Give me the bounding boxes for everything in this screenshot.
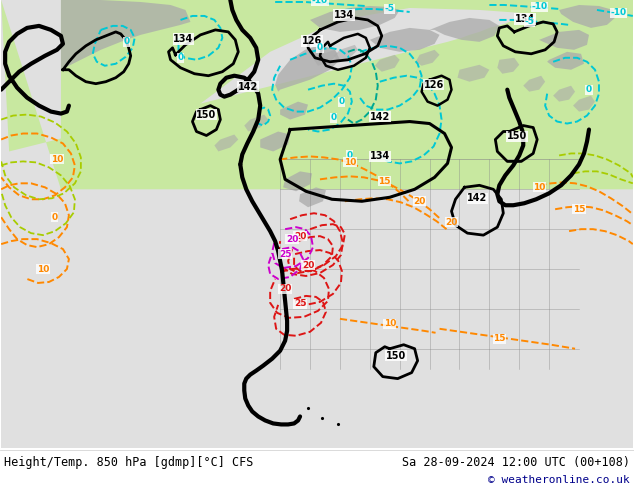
Text: -10: -10 — [611, 8, 627, 18]
Text: 10: 10 — [51, 155, 63, 164]
Text: -10: -10 — [531, 2, 547, 11]
Polygon shape — [283, 172, 312, 191]
Polygon shape — [547, 52, 584, 70]
Polygon shape — [314, 50, 338, 66]
Polygon shape — [310, 6, 399, 32]
Text: 126: 126 — [302, 36, 322, 46]
Polygon shape — [430, 18, 500, 42]
Text: 10: 10 — [37, 265, 49, 273]
Text: 150: 150 — [197, 110, 217, 120]
Polygon shape — [497, 58, 519, 74]
Text: Height/Temp. 850 hPa [gdmp][°C] CFS: Height/Temp. 850 hPa [gdmp][°C] CFS — [4, 456, 254, 469]
Text: 20: 20 — [445, 218, 458, 227]
Text: 134: 134 — [515, 14, 535, 24]
Text: 15: 15 — [573, 205, 585, 214]
Text: 20: 20 — [279, 284, 291, 294]
Text: 20: 20 — [294, 232, 306, 241]
Text: 10: 10 — [384, 319, 396, 328]
Polygon shape — [61, 0, 190, 70]
Text: 15: 15 — [378, 177, 391, 186]
Text: 134: 134 — [173, 34, 193, 44]
Text: Sa 28-09-2024 12:00 UTC (00+108): Sa 28-09-2024 12:00 UTC (00+108) — [402, 456, 630, 469]
Text: 25: 25 — [279, 249, 292, 259]
Text: 134: 134 — [333, 10, 354, 20]
Polygon shape — [416, 50, 439, 66]
Text: 142: 142 — [370, 112, 390, 122]
Polygon shape — [370, 28, 439, 52]
Text: 0: 0 — [347, 151, 353, 160]
Text: 20: 20 — [302, 261, 314, 270]
Polygon shape — [1, 0, 71, 448]
Polygon shape — [260, 131, 290, 151]
Text: 142: 142 — [238, 82, 259, 92]
Polygon shape — [299, 187, 326, 207]
Text: 142: 142 — [467, 193, 488, 203]
Polygon shape — [523, 76, 545, 92]
Text: 150: 150 — [385, 351, 406, 361]
Polygon shape — [334, 45, 358, 62]
Text: 126: 126 — [424, 80, 444, 90]
Polygon shape — [214, 135, 238, 151]
Polygon shape — [1, 0, 633, 448]
Polygon shape — [458, 65, 489, 82]
Text: 0: 0 — [178, 53, 184, 62]
Polygon shape — [553, 86, 575, 101]
Polygon shape — [244, 115, 268, 131]
Text: 10: 10 — [344, 158, 356, 167]
Text: 0: 0 — [52, 213, 58, 221]
Polygon shape — [275, 45, 340, 92]
Text: 0: 0 — [317, 43, 323, 52]
Text: 15: 15 — [493, 334, 505, 343]
Polygon shape — [559, 5, 615, 28]
Text: 0: 0 — [339, 97, 345, 106]
Text: 20: 20 — [413, 197, 426, 206]
Text: © weatheronline.co.uk: © weatheronline.co.uk — [488, 475, 630, 485]
Text: 134: 134 — [370, 151, 390, 161]
Text: 0: 0 — [331, 113, 337, 122]
Text: 150: 150 — [507, 131, 527, 142]
Text: -5: -5 — [524, 18, 534, 26]
Polygon shape — [573, 96, 595, 112]
Text: -5: -5 — [385, 4, 395, 13]
Polygon shape — [1, 0, 633, 189]
Polygon shape — [280, 101, 308, 120]
Polygon shape — [539, 30, 589, 50]
Polygon shape — [61, 0, 633, 189]
Polygon shape — [375, 55, 399, 72]
Text: 0: 0 — [124, 37, 130, 47]
Text: 25: 25 — [294, 299, 306, 308]
Text: 10: 10 — [533, 183, 545, 192]
Text: -10: -10 — [312, 0, 328, 5]
Text: 20: 20 — [286, 235, 298, 244]
Text: 0: 0 — [586, 85, 592, 94]
Polygon shape — [589, 0, 633, 448]
